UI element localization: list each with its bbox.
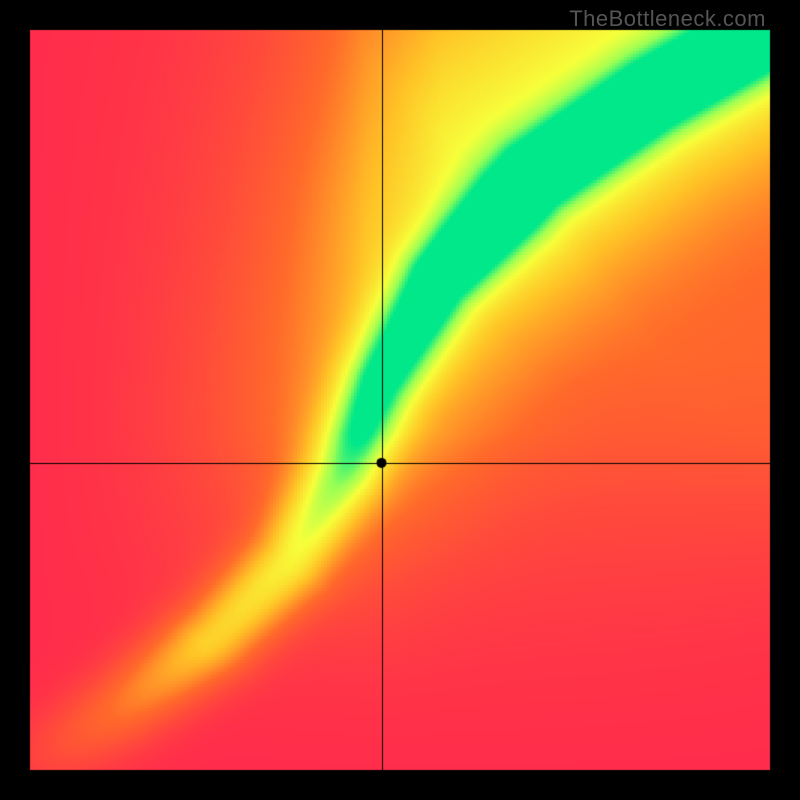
watermark-text: TheBottleneck.com bbox=[569, 6, 766, 32]
bottleneck-heatmap bbox=[0, 0, 800, 800]
chart-container: TheBottleneck.com bbox=[0, 0, 800, 800]
